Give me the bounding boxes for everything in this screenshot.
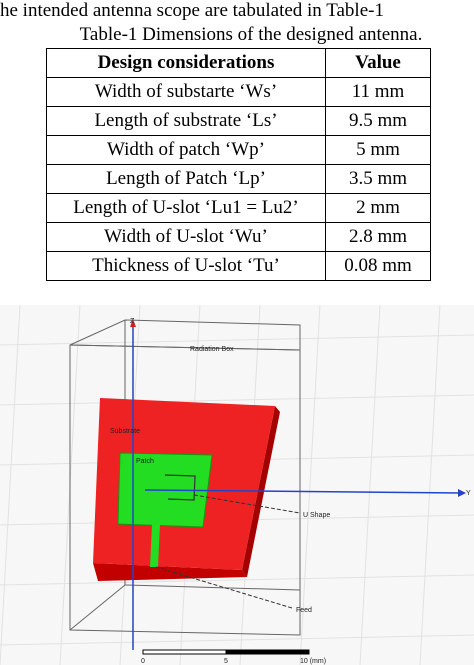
scale-label: 10 (mm): [300, 658, 326, 665]
parameter-cell: Length of U-slot ‘Lu1 = Lu2’: [46, 193, 326, 223]
table-row: Width of patch ‘Wp’ 5 mm: [46, 135, 431, 165]
dimensions-table: Design considerations Value Width of sub…: [46, 48, 431, 281]
parameter-cell: Thickness of U-slot ‘Tu’: [46, 251, 326, 281]
value-cell: 0.08 mm: [325, 251, 431, 281]
u-slot: [164, 474, 196, 501]
header-row: Design considerations Value: [46, 48, 431, 78]
parameter-cell: Width of patch ‘Wp’: [46, 135, 326, 165]
substrate-label: Substrate: [110, 428, 140, 435]
value-cell: 11 mm: [325, 77, 431, 107]
antenna-figure: Radiation Box Substrate Patch U Shape Fe…: [0, 305, 474, 665]
y-axis-label: Y: [466, 490, 471, 497]
value-cell: 2.8 mm: [325, 222, 431, 252]
patch-label: Patch: [136, 458, 154, 465]
intro-text: he intended antenna scope are tabulated …: [0, 0, 384, 21]
substrate-bottom: [93, 563, 247, 581]
parameter-cell: Length of Patch ‘Lp’: [46, 164, 326, 194]
value-cell: 9.5 mm: [325, 106, 431, 136]
y-axis-arrow: [458, 489, 466, 497]
table-row: Length of Patch ‘Lp’ 3.5 mm: [46, 164, 431, 194]
parameter-cell: Width of substarte ‘Ws’: [46, 77, 326, 107]
table-row: Length of substrate ‘Ls’ 9.5 mm: [46, 106, 431, 136]
scale-label: 0: [141, 658, 145, 665]
value-cell: 5 mm: [325, 135, 431, 165]
header-cell: Value: [325, 48, 431, 78]
table-row: Width of U-slot ‘Wu’ 2.8 mm: [46, 222, 431, 252]
z-axis-arrow: [130, 319, 136, 327]
value-cell: 3.5 mm: [325, 164, 431, 194]
header-cell: Design considerations: [46, 48, 326, 78]
parameter-cell: Length of substrate ‘Ls’: [46, 106, 326, 136]
table-row: Width of substarte ‘Ws’ 11 mm: [46, 77, 431, 107]
z-axis-label: Z: [130, 318, 135, 325]
parameter-cell: Width of U-slot ‘Wu’: [46, 222, 326, 252]
value-cell: 2 mm: [325, 193, 431, 223]
radiation-box-label: Radiation Box: [190, 346, 234, 353]
feed-label: Feed: [296, 607, 312, 614]
table-row: Length of U-slot ‘Lu1 = Lu2’ 2 mm: [46, 193, 431, 223]
table-body: Width of substarte ‘Ws’ 11 mm Length of su…: [46, 77, 431, 281]
scale-bar: [142, 649, 310, 655]
table-caption: Table-1 Dimensions of the designed anten…: [79, 24, 423, 45]
y-axis: [144, 489, 463, 494]
table-row: Thickness of U-slot ‘Tu’ 0.08 mm: [46, 251, 431, 281]
u-shape-label: U Shape: [303, 512, 330, 519]
scale-label: 5: [224, 658, 228, 665]
feed-line: [150, 524, 160, 567]
